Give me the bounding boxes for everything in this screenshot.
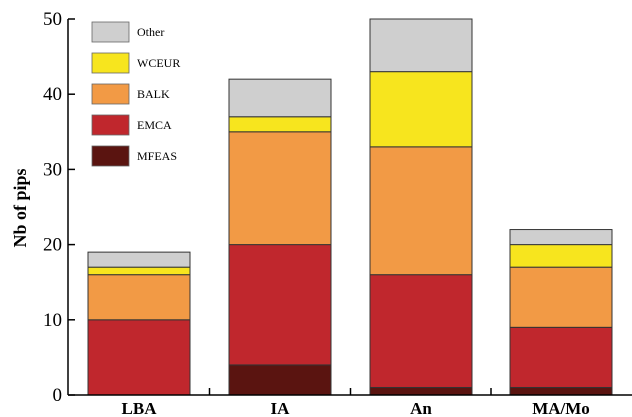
bar-segment-other-ia (228, 78, 332, 118)
bar-segment-emca-ia (228, 244, 332, 366)
y-tick-label-0: 0 (53, 385, 63, 406)
bar-segment-emca-ma-mo (509, 326, 613, 388)
x-tick-label-lba: LBA (122, 399, 158, 417)
legend-label-emca: EMCA (137, 118, 172, 132)
legend-swatch-emca (91, 114, 130, 136)
axes: 0 10 20 30 40 50 LBA IA An MA/Mo (43, 9, 632, 417)
legend-label-mfeas: MFEAS (137, 149, 177, 163)
y-tick-label-10: 10 (43, 310, 62, 331)
y-tick-label-40: 40 (43, 84, 62, 105)
bar-segment-mfeas-an (369, 386, 473, 396)
x-tick-label-an: An (410, 399, 432, 417)
y-tick-label-20: 20 (43, 235, 62, 256)
bar-segment-wceur-an (369, 71, 473, 148)
legend-label-wceur: WCEUR (137, 56, 180, 70)
legend-swatch-mfeas (91, 145, 130, 167)
y-axis-title: Nb of pips (10, 168, 30, 247)
bar-segment-other-ma-mo (509, 229, 613, 246)
legend-label-other: Other (137, 25, 164, 39)
bar-segment-mfeas-ma-mo (509, 386, 613, 396)
legend-swatch-balk (91, 83, 130, 105)
bar-segment-balk-ma-mo (509, 266, 613, 328)
x-tick-label-ma-mo: MA/Mo (532, 399, 590, 417)
legend-label-balk: BALK (137, 87, 170, 101)
legend: Other WCEUR BALK EMCA MFEAS (91, 21, 180, 167)
bar-segment-wceur-ia (228, 116, 332, 133)
bar-segment-balk-lba (87, 274, 191, 321)
y-tick-label-50: 50 (43, 9, 62, 30)
bars (87, 18, 613, 396)
bar-segment-other-an (369, 18, 473, 73)
bar-segment-balk-ia (228, 131, 332, 246)
legend-swatch-wceur (91, 52, 130, 74)
x-tick-label-ia: IA (271, 399, 291, 417)
bar-segment-other-lba (87, 251, 191, 268)
y-tick-label-30: 30 (43, 159, 62, 180)
bar-segment-emca-an (369, 274, 473, 388)
bar-segment-wceur-lba (87, 266, 191, 276)
bar-segment-wceur-ma-mo (509, 244, 613, 268)
legend-swatch-other (91, 21, 130, 43)
bar-segment-mfeas-ia (228, 364, 332, 396)
bar-segment-emca-lba (87, 319, 191, 396)
bar-segment-balk-an (369, 146, 473, 276)
